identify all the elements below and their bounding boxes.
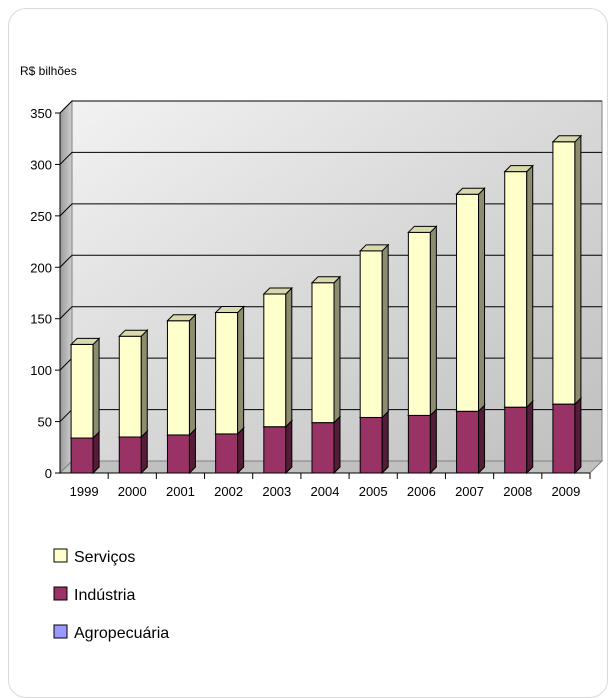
y-tick-label: 350 xyxy=(30,106,52,121)
legend-swatch xyxy=(53,586,68,601)
y-tick-label: 200 xyxy=(30,260,52,275)
legend-label: Agropecuária xyxy=(74,625,169,642)
y-tick-label: 250 xyxy=(30,209,52,224)
x-tick-label: 2008 xyxy=(503,484,532,499)
x-tick-label: 2003 xyxy=(262,484,291,499)
bar-segment-indústria xyxy=(358,410,390,475)
legend-item: Indústria xyxy=(53,586,135,604)
x-tick-label: 2001 xyxy=(166,484,195,499)
legend-item: Agropecuária xyxy=(53,624,169,642)
bar-segment-serviços xyxy=(69,337,101,440)
x-tick-label: 2007 xyxy=(455,484,484,499)
gridline xyxy=(59,151,602,165)
y-unit-label: R$ bilhões xyxy=(20,64,77,78)
y-tick-label: 150 xyxy=(30,312,52,327)
x-tick-label: 2002 xyxy=(214,484,243,499)
bar-segment-serviços xyxy=(407,225,438,417)
x-tick-label: 2009 xyxy=(551,484,580,499)
y-tick-label: 300 xyxy=(30,157,52,172)
bar-segment-serviços xyxy=(503,164,534,409)
bar-segment-indústria xyxy=(214,426,245,475)
legend-swatch xyxy=(53,548,68,563)
y-tick-label: 100 xyxy=(30,363,52,378)
legend-swatch xyxy=(53,624,68,639)
side-wall xyxy=(59,99,73,475)
bar-segment-indústria xyxy=(455,404,486,475)
x-tick-label: 2005 xyxy=(359,484,388,499)
bar-segment-indústria xyxy=(503,399,534,475)
bar-segment-indústria xyxy=(407,408,438,475)
bar-segment-indústria xyxy=(551,396,583,475)
x-tick-label: 1999 xyxy=(70,484,99,499)
bar-segment-serviços xyxy=(358,243,390,419)
x-tick-label: 2006 xyxy=(407,484,436,499)
bar-segment-serviços xyxy=(214,305,245,436)
gridline xyxy=(59,203,602,217)
bar-segment-indústria xyxy=(310,415,342,475)
bar-segment-indústria xyxy=(166,427,197,475)
bar-segment-serviços xyxy=(118,328,149,439)
x-tick-label: 2004 xyxy=(311,484,340,499)
legend-label: Indústria xyxy=(74,587,135,604)
bar-segment-serviços xyxy=(455,187,486,413)
stacked-bar-chart: R$ bilhões 0 50 100 150 200 250 300 350 1999 2000… xyxy=(20,64,604,642)
legend-label: Serviços xyxy=(74,549,135,566)
bar-segment-serviços xyxy=(310,275,342,424)
bar-segment-serviços xyxy=(262,286,294,428)
y-tick-label: 0 xyxy=(45,466,52,481)
x-tick-label: 2000 xyxy=(118,484,147,499)
legend-item: Serviços xyxy=(53,548,135,566)
bar-segment-indústria xyxy=(262,419,294,475)
bar-segment-serviços xyxy=(166,313,197,437)
gridline xyxy=(59,100,602,114)
bar-segment-serviços xyxy=(551,134,583,406)
y-tick-label: 50 xyxy=(38,415,52,430)
